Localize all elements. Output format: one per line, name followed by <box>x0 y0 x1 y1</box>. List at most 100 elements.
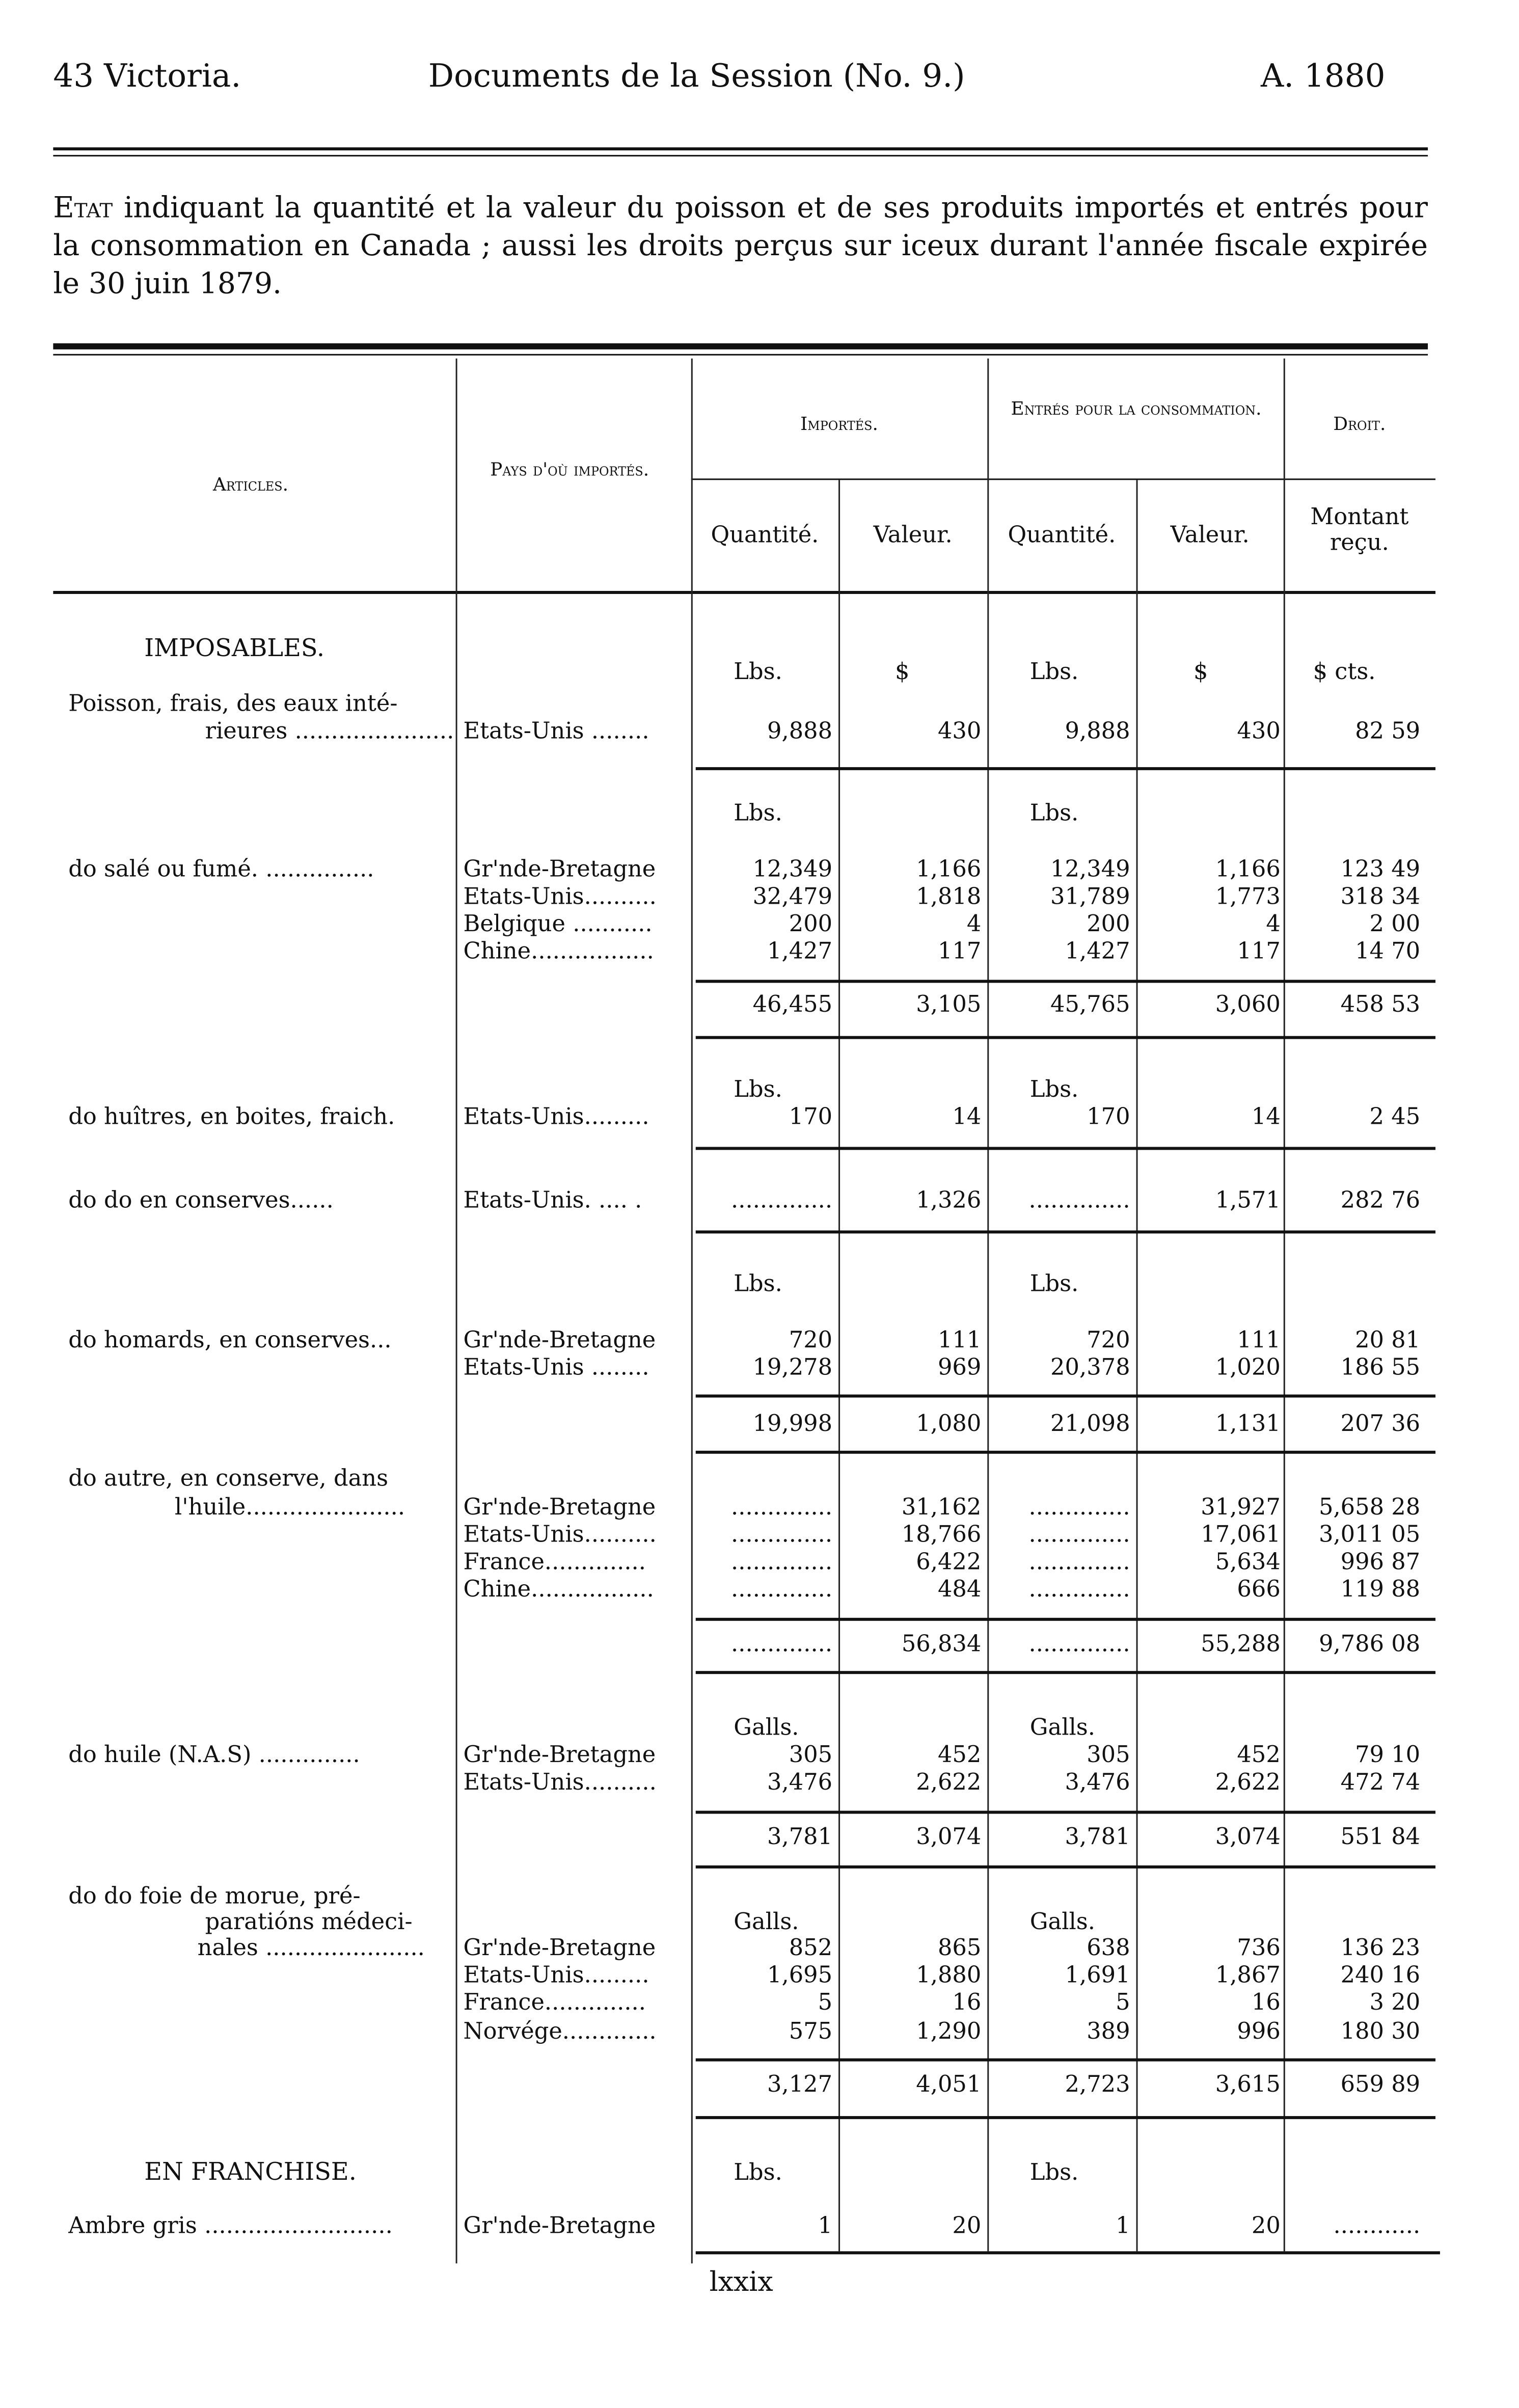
country-label: Etats-Unis.......... <box>463 1520 657 1548</box>
import-value: 20 <box>952 2211 982 2239</box>
entry-value: 4 <box>1266 910 1281 937</box>
entry-quantity: 5 <box>1116 1988 1130 2016</box>
table-row: Chine................. 1,427 117 1,427 117 14… <box>0 937 1519 965</box>
section-rule <box>695 1394 1435 1397</box>
table-row: do huîtres, en boites, fraich. Etats-Unis… <box>0 1103 1519 1130</box>
entry-value: 3,615 <box>1215 2070 1281 2098</box>
import-quantity: 200 <box>789 910 833 937</box>
country-label: Etats-Unis. .... . <box>463 1186 642 1214</box>
import-value: 111 <box>937 1326 982 1354</box>
section-row: EN FRANCHISE. Lbs. Lbs. <box>0 2158 1519 2186</box>
table-row: Etats-Unis.......... 3,476 2,622 3,476 2,622… <box>0 1768 1519 1796</box>
col-header-entree-valeur: Valeur. <box>1170 521 1250 549</box>
article-label: do autre, en conserve, dans <box>68 1464 389 1492</box>
table-row: France.............. 5 16 5 16 3 20 <box>0 1988 1519 2016</box>
table-row: l'huile...................... Gr'nde-Bret… <box>0 1493 1519 1521</box>
entry-value: 5,634 <box>1215 1548 1281 1576</box>
table-row: Norvége............. 575 1,290 389 996 180 30 <box>0 2017 1519 2045</box>
import-quantity: 12,349 <box>752 855 833 883</box>
duty-amount: 119 88 <box>1340 1575 1421 1603</box>
section-rule <box>695 1450 1435 1453</box>
duty-amount: 5,658 28 <box>1318 1493 1421 1521</box>
duty-amount: 472 74 <box>1340 1768 1421 1796</box>
entry-quantity: 1 <box>1116 2211 1130 2239</box>
import-value: 31,162 <box>901 1493 982 1521</box>
header-group-rule <box>691 478 1435 480</box>
entry-value: 17,061 <box>1201 1520 1281 1548</box>
total-row: 19,998 1,080 21,098 1,131 207 36 <box>0 1410 1519 1437</box>
country-label: France.............. <box>463 1988 646 2016</box>
entry-quantity: .............. <box>1028 1630 1130 1658</box>
country-label: Gr'nde-Bretagne <box>463 1741 656 1769</box>
duty-amount: 207 36 <box>1340 1410 1421 1437</box>
import-value: 6,422 <box>916 1548 982 1576</box>
section-rule <box>695 1147 1435 1149</box>
column-divider <box>1283 358 1285 2252</box>
import-quantity: 9,888 <box>767 717 833 745</box>
entry-quantity: 12,349 <box>1050 855 1130 883</box>
col-header-entres: Entrés pour la consommation. <box>1011 398 1262 420</box>
column-divider <box>1136 480 1138 2252</box>
duty-amount: 996 87 <box>1340 1548 1421 1576</box>
table-row: rieures ...................... Etats-Unis… <box>0 717 1519 745</box>
import-quantity: 19,998 <box>752 1410 833 1437</box>
entry-value: 1,773 <box>1215 882 1281 910</box>
duty-amount: 14 70 <box>1355 937 1421 965</box>
duty-amount: 79 10 <box>1355 1741 1421 1769</box>
entry-value: 452 <box>1237 1741 1281 1769</box>
table-row: do autre, en conserve, dans <box>0 1465 1519 1492</box>
import-value: 4 <box>966 910 982 937</box>
duty-amount: 136 23 <box>1340 1934 1421 1961</box>
entry-quantity-unit: Lbs. <box>1029 658 1079 685</box>
import-quantity: 3,781 <box>767 1823 833 1851</box>
section-heading: EN FRANCHISE. <box>144 2157 357 2186</box>
section-rule <box>695 2116 1435 2119</box>
total-row: 3,127 4,051 2,723 3,615 659 89 <box>0 2070 1519 2098</box>
section-rule <box>695 1230 1435 1233</box>
duty-amount: 20 81 <box>1355 1326 1421 1354</box>
entry-value: 996 <box>1237 2017 1281 2045</box>
import-quantity-unit: Galls. <box>734 1713 799 1741</box>
import-value: 16 <box>952 1988 982 2016</box>
duty-amount: ............ <box>1333 2211 1421 2239</box>
entry-value: 2,622 <box>1215 1768 1281 1796</box>
section-rule <box>695 2058 1435 2061</box>
entry-value: 55,288 <box>1201 1630 1281 1658</box>
article-label: paratións médeci- <box>205 1908 413 1936</box>
entry-quantity: 200 <box>1087 910 1130 937</box>
entry-quantity: 3,476 <box>1065 1768 1130 1796</box>
entry-quantity: 389 <box>1087 2017 1130 2045</box>
entry-value: 1,131 <box>1215 1410 1281 1437</box>
entry-quantity: 3,781 <box>1065 1823 1130 1851</box>
units-row: Lbs. Lbs. <box>0 1075 1519 1103</box>
entry-quantity: 638 <box>1087 1934 1130 1961</box>
table-bottom-rule <box>695 2251 1440 2254</box>
col-header-import-quantite: Quantité. <box>711 521 819 549</box>
entry-value: 117 <box>1237 937 1281 965</box>
header-bottom-rule <box>53 590 1435 594</box>
table-row: Chine............................... 484.… <box>0 1575 1519 1603</box>
import-value: 969 <box>937 1353 982 1381</box>
entry-value: 666 <box>1237 1575 1281 1603</box>
entry-quantity-unit: Lbs. <box>1029 1269 1079 1297</box>
country-label: Norvége............. <box>463 2017 657 2045</box>
import-value: 1,080 <box>916 1410 982 1437</box>
import-quantity: .............. <box>731 1520 833 1548</box>
duty-amount: 180 30 <box>1340 2017 1421 2045</box>
article-label: do huile (N.A.S) .............. <box>68 1741 360 1769</box>
section-heading: IMPOSABLES. <box>144 633 325 663</box>
entry-quantity-unit: Lbs. <box>1029 1075 1079 1103</box>
section-rule <box>695 1036 1435 1039</box>
country-label: Chine................. <box>463 1575 654 1603</box>
import-quantity: Lbs. <box>734 2158 782 2186</box>
column-divider <box>455 358 457 2264</box>
header-rule-thin <box>53 155 1428 157</box>
entry-quantity: .............. <box>1028 1548 1130 1576</box>
section-rule <box>695 1671 1435 1673</box>
column-divider <box>838 480 840 2252</box>
table-row: France............................ 6,422.… <box>0 1548 1519 1576</box>
import-quantity-unit: Lbs. <box>734 658 782 685</box>
import-value: 1,166 <box>916 855 982 883</box>
import-value: 1,290 <box>916 2017 982 2045</box>
